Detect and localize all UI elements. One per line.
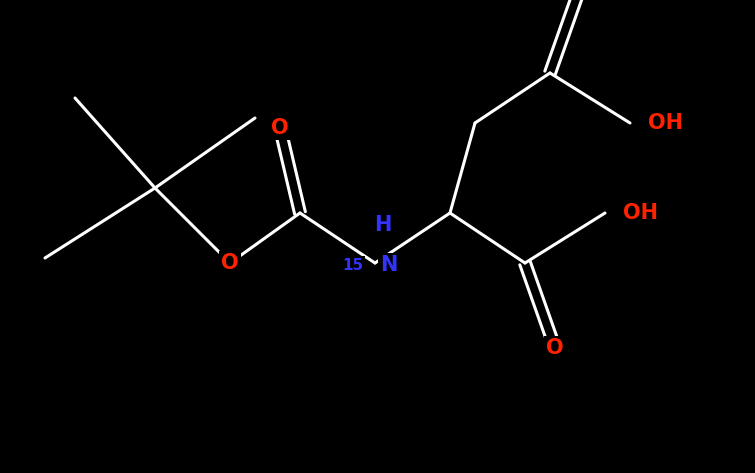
Text: O: O	[221, 253, 239, 273]
Text: OH: OH	[648, 113, 683, 133]
Text: H: H	[374, 215, 392, 235]
Text: O: O	[546, 338, 564, 358]
Text: N: N	[381, 255, 398, 275]
Text: OH: OH	[623, 203, 658, 223]
Text: 15: 15	[343, 257, 364, 272]
Text: O: O	[271, 118, 289, 138]
